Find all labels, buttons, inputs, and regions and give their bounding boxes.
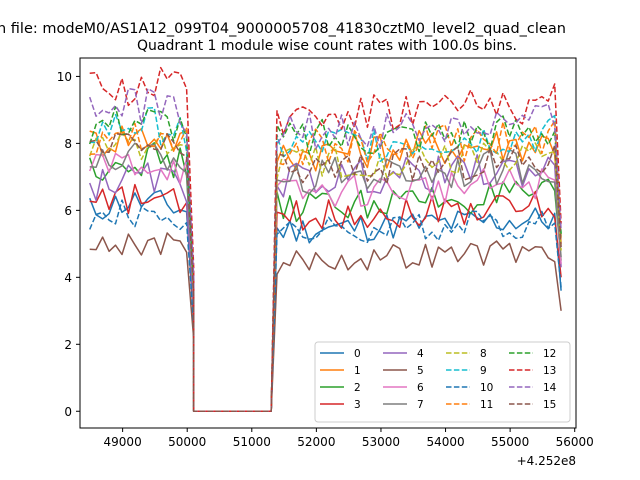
legend-label-5: 5 [417, 365, 424, 377]
legend-label-12: 12 [543, 348, 556, 360]
y-tick-label: 0 [64, 405, 72, 419]
legend-label-14: 14 [543, 382, 557, 394]
legend-label-1: 1 [354, 365, 361, 377]
legend-label-0: 0 [354, 348, 361, 360]
legend-label-11: 11 [480, 399, 493, 411]
chart-title: Quadrant 1 module wise count rates with … [137, 38, 517, 54]
series-line-6 [89, 152, 562, 413]
legend-label-7: 7 [417, 399, 424, 411]
series-line-14 [88, 87, 562, 413]
series-line-13 [89, 66, 562, 413]
legend-label-3: 3 [354, 399, 361, 411]
y-tick-label: 2 [64, 338, 72, 352]
y-tick-label: 4 [64, 271, 72, 285]
series-line-10 [89, 199, 562, 413]
x-tick-label: 50000 [168, 435, 206, 449]
legend-label-8: 8 [480, 348, 487, 360]
series-line-11 [89, 120, 562, 413]
plot-frame [79, 57, 577, 429]
series-layer [88, 66, 562, 413]
legend-label-10: 10 [480, 382, 493, 394]
legend-label-4: 4 [417, 348, 424, 360]
legend-label-2: 2 [354, 382, 361, 394]
legend-label-6: 6 [417, 382, 424, 394]
x-tick-label: 54000 [426, 435, 464, 449]
series-line-3 [89, 183, 562, 413]
figure-suptitle: n file: modeM0/AS1A12_099T04_9000005708_… [0, 21, 566, 37]
x-tick-label: 56000 [556, 435, 594, 449]
series-line-9 [89, 106, 562, 413]
x-tick-label: 51000 [233, 435, 271, 449]
x-offset-label: +4.252e8 [517, 454, 576, 468]
x-tick-label: 52000 [297, 435, 335, 449]
x-axis: 49000 50000 51000 52000 53000 54000 55000 56000 [104, 428, 594, 449]
y-axis: 0 2 4 6 8 10 [57, 70, 80, 419]
series-line-2 [88, 142, 562, 413]
legend-frame [314, 341, 571, 423]
legend-label-15: 15 [543, 399, 556, 411]
x-tick-label: 49000 [104, 435, 142, 449]
y-tick-label: 6 [64, 204, 72, 218]
x-tick-label: 55000 [491, 435, 529, 449]
series-line-0 [89, 189, 562, 413]
series-line-5 [89, 232, 562, 413]
series-line-4 [88, 154, 562, 413]
series-line-12 [88, 106, 562, 413]
y-tick-label: 10 [57, 70, 72, 84]
series-line-15 [89, 132, 562, 413]
legend-label-13: 13 [543, 365, 556, 377]
y-tick-label: 8 [64, 137, 72, 151]
x-tick-label: 53000 [362, 435, 400, 449]
legend-label-9: 9 [480, 365, 487, 377]
